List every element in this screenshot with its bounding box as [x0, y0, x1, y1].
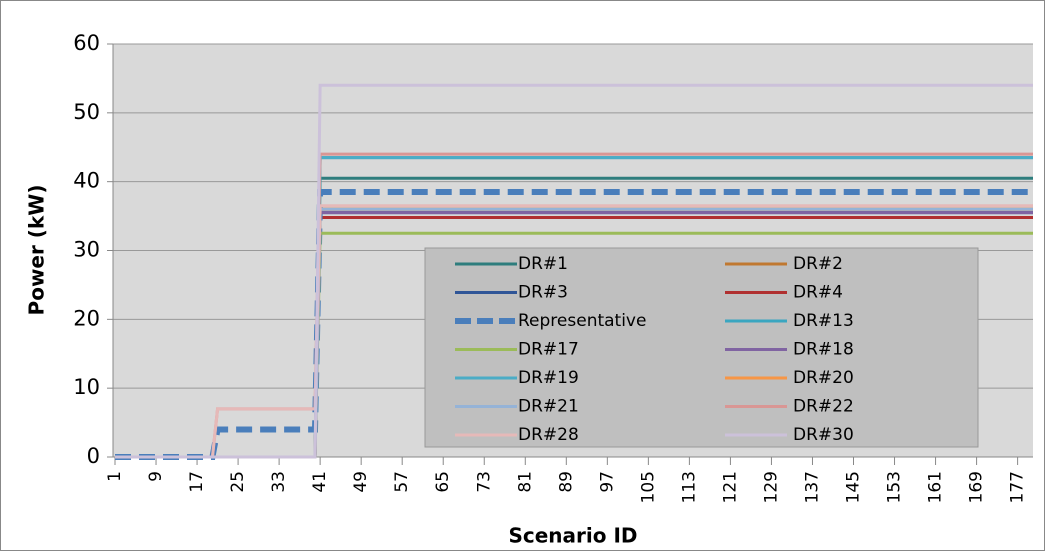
x-tick-label: 169 — [967, 471, 987, 503]
x-tick-label: 73 — [474, 471, 494, 493]
legend-box — [424, 247, 979, 448]
legend-label: DR#17 — [518, 340, 579, 360]
legend-label: DR#19 — [518, 368, 579, 388]
y-tick-label: 20 — [73, 306, 100, 330]
legend-label: DR#18 — [793, 340, 854, 360]
x-tick-label: 153 — [885, 471, 905, 503]
x-tick-label: 81 — [515, 471, 535, 493]
legend-label: DR#30 — [793, 425, 854, 445]
x-tick-label: 57 — [392, 471, 412, 493]
y-axis-title: Power (kW) — [25, 185, 49, 316]
legend-label: DR#20 — [793, 368, 854, 388]
x-tick-label: 97 — [597, 471, 617, 493]
x-tick-label: 113 — [679, 471, 699, 503]
x-tick-label: 33 — [269, 471, 289, 493]
y-tick-label: 30 — [73, 238, 100, 262]
legend-label: DR#2 — [793, 254, 843, 274]
x-tick-label: 49 — [351, 471, 371, 493]
legend-label: Representative — [518, 311, 646, 331]
x-axis-title: Scenario ID — [508, 524, 637, 548]
legend-label: DR#3 — [518, 283, 568, 303]
y-tick-label: 10 — [73, 375, 100, 399]
legend-label: DR#4 — [793, 283, 843, 303]
x-tick-label: 25 — [228, 471, 248, 493]
x-tick-label: 177 — [1008, 471, 1028, 503]
legend-label: DR#22 — [793, 397, 854, 417]
legend-label: DR#21 — [518, 397, 579, 417]
y-tick-label: 50 — [73, 100, 100, 124]
series-line — [115, 83, 1033, 459]
x-tick-label: 161 — [926, 471, 946, 503]
legend-label: DR#28 — [518, 425, 579, 445]
legend-label: DR#13 — [793, 311, 854, 331]
y-tick-label: 0 — [87, 444, 100, 468]
x-tick-label: 137 — [802, 471, 822, 503]
x-tick-label: 41 — [310, 471, 330, 493]
x-tick-label: 129 — [761, 471, 781, 503]
x-tick-label: 9 — [146, 471, 166, 482]
x-tick-label: 105 — [638, 471, 658, 503]
x-tick-label: 1 — [105, 471, 125, 482]
legend-label: DR#1 — [518, 254, 568, 274]
y-tick-label: 60 — [73, 31, 100, 55]
x-tick-label: 145 — [844, 471, 864, 503]
y-tick-label: 40 — [73, 169, 100, 193]
x-tick-label: 17 — [187, 471, 207, 493]
x-tick-label: 65 — [433, 471, 453, 493]
x-tick-label: 89 — [556, 471, 576, 493]
x-tick-label: 121 — [720, 471, 740, 503]
